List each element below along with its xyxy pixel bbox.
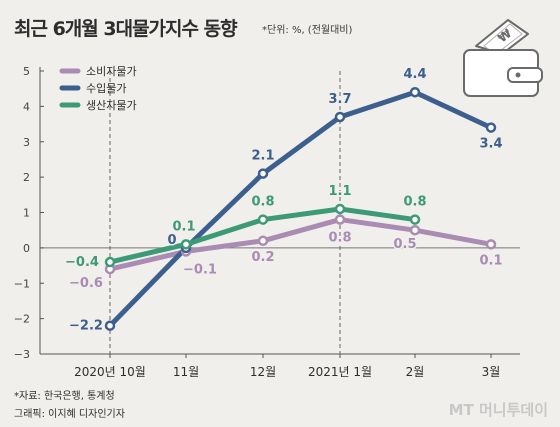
watermark-logo: MT 머니투데이 — [448, 401, 548, 419]
series-line — [107, 89, 494, 329]
data-label: 0.1 — [479, 253, 502, 268]
data-point — [334, 111, 346, 123]
y-tick-label: 1 — [23, 207, 30, 220]
x-tick-label: 11월 — [173, 365, 199, 379]
wallet-icon: ₩ — [463, 19, 543, 97]
data-point — [485, 122, 497, 133]
x-tick-label: 3월 — [482, 365, 501, 379]
data-point — [104, 256, 116, 268]
data-label: 1.1 — [328, 184, 351, 199]
data-label: 3.7 — [328, 92, 351, 107]
data-label: 0.8 — [251, 195, 274, 210]
unit-note: *단위: %, (전월대비) — [262, 25, 353, 36]
y-tick-label: −3 — [14, 348, 30, 361]
data-label: 3.4 — [479, 137, 502, 152]
y-tick-label: 4 — [23, 100, 30, 113]
data-point — [257, 214, 269, 225]
source-note: *자료: 한국은행, 통계청 — [14, 391, 115, 402]
data-point — [104, 320, 116, 331]
data-label: 0.2 — [251, 250, 274, 265]
x-tick-label: 2020년 10월 — [74, 365, 146, 379]
data-label: 0.5 — [393, 237, 416, 252]
data-point — [334, 214, 346, 225]
data-label: −0.6 — [69, 276, 103, 291]
data-point — [257, 235, 269, 247]
y-tick-label: 0 — [23, 242, 30, 255]
x-tick-label: 12월 — [250, 365, 276, 379]
y-tick-label: −1 — [14, 277, 30, 290]
data-label: −0.1 — [183, 262, 217, 277]
data-label: 0 — [167, 233, 176, 248]
data-label: 0.8 — [328, 231, 351, 246]
data-label: −2.2 — [69, 319, 103, 334]
legend-label: 생산자물가 — [86, 99, 137, 112]
chart-title: 최근 6개월 3대물가지수 동향 — [14, 18, 238, 40]
data-point — [409, 224, 421, 236]
data-point — [334, 203, 346, 215]
y-tick-label: 5 — [23, 65, 30, 78]
y-tick-label: 3 — [23, 136, 30, 149]
x-tick-label: 2월 — [406, 365, 425, 379]
data-point — [409, 86, 421, 98]
x-tick-label: 2021년 1월 — [308, 365, 372, 379]
data-point — [409, 214, 421, 225]
y-tick-label: −2 — [14, 313, 30, 326]
credit-note: 그래픽: 이지혜 디자인기자 — [14, 409, 125, 420]
data-label: 0.8 — [403, 195, 426, 210]
legend-label: 소비자물가 — [86, 65, 137, 78]
series-line — [107, 217, 494, 272]
data-label: 4.4 — [403, 67, 426, 82]
data-point — [257, 168, 269, 179]
y-tick-label: 2 — [23, 171, 30, 184]
data-label: 0.1 — [172, 219, 195, 234]
data-label: −0.4 — [65, 255, 99, 270]
data-point — [485, 239, 497, 250]
data-label: 2.1 — [251, 149, 274, 164]
data-point — [180, 239, 192, 250]
legend-label: 수입물가 — [86, 82, 126, 95]
